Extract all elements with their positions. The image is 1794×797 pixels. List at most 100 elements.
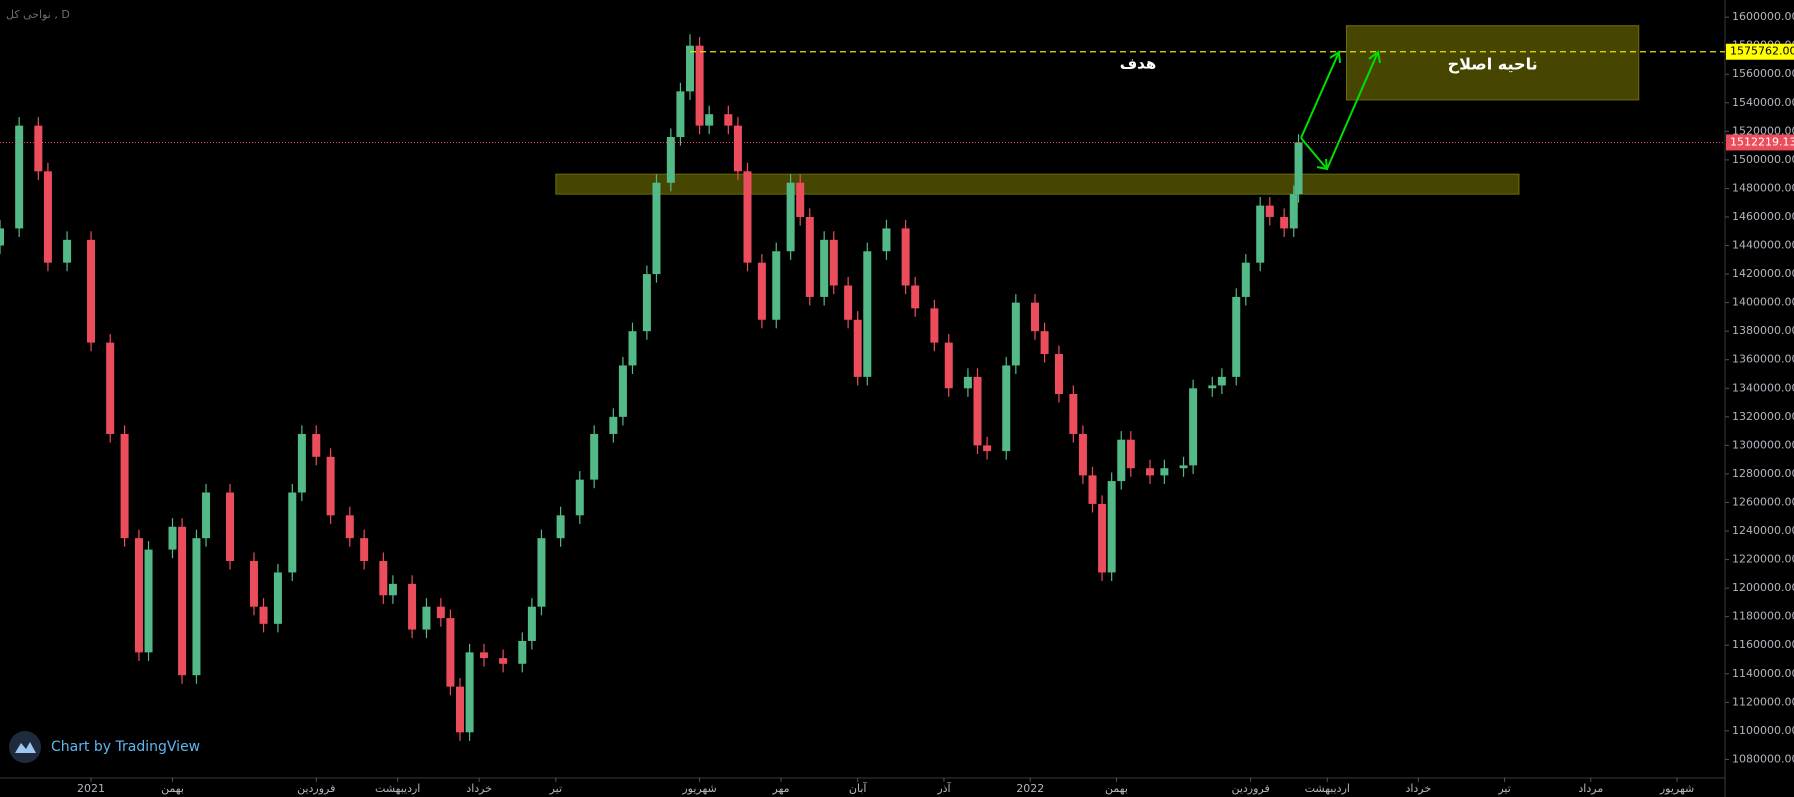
y-tick-label: 1400000.00 <box>1732 296 1794 309</box>
candle-body <box>1289 194 1298 229</box>
candle-body <box>844 285 853 320</box>
candle-body <box>465 652 474 733</box>
x-tick-label: آذر <box>936 781 951 795</box>
candle-body <box>1098 503 1107 573</box>
candle-body <box>15 125 24 229</box>
candle-body <box>1031 302 1039 332</box>
candle-body <box>499 658 508 664</box>
candle-body <box>1265 205 1274 217</box>
target-price-box <box>1726 43 1794 60</box>
candle-body <box>1189 388 1198 466</box>
candle-body <box>168 526 177 550</box>
candle-body <box>436 606 445 619</box>
candle-body <box>628 331 637 366</box>
overlay: 1080000.00 1100000.00 1120000.00 1140000.00… <box>0 10 1794 795</box>
candle-body <box>618 365 627 417</box>
x-tick-label: خرداد <box>1405 782 1431 795</box>
candle-body <box>772 251 781 320</box>
candle-body <box>1069 393 1078 434</box>
zone <box>1345 25 1640 101</box>
candle-body <box>178 526 187 676</box>
candle-body <box>345 515 354 539</box>
candle-body <box>1179 465 1188 469</box>
candle-body <box>134 538 143 653</box>
candle-body <box>1160 468 1169 476</box>
candle-body <box>705 114 714 126</box>
y-tick-label: 1240000.00 <box>1732 524 1794 537</box>
zone-label: ناحیه اصلاح <box>1448 54 1538 73</box>
candle-body <box>686 45 694 92</box>
candle-body <box>1078 433 1087 476</box>
candle-body <box>527 606 536 641</box>
candle-body <box>575 479 584 516</box>
candle-body <box>757 262 766 320</box>
x-tick-label: بهمن <box>161 782 184 795</box>
x-tick-label: تیر <box>1497 782 1510 795</box>
x-tick-label: اردیبهشت <box>375 782 420 795</box>
watermark[interactable]: Chart by TradingView <box>51 739 200 755</box>
target-price-label: 1575762.00 <box>1730 45 1794 58</box>
last-price-box <box>1726 134 1794 151</box>
candle-body <box>973 376 982 446</box>
y-tick-label: 1140000.00 <box>1732 667 1794 680</box>
candle-body <box>724 114 733 126</box>
y-tick-label: 1080000.00 <box>1732 752 1794 765</box>
y-tick-label: 1500000.00 <box>1732 153 1794 166</box>
candle-body <box>652 182 661 275</box>
arrow-up <box>1300 50 1341 139</box>
candle-body <box>144 549 153 653</box>
candle-body <box>326 456 335 516</box>
candle-body <box>1280 216 1289 229</box>
arrow-up <box>1326 50 1381 170</box>
candle-body <box>1054 354 1063 394</box>
y-tick-label: 1200000.00 <box>1732 581 1794 594</box>
candle-body <box>297 433 306 493</box>
candle-body <box>733 125 742 172</box>
y-tick-label: 1420000.00 <box>1732 267 1794 280</box>
y-tick-label: 1360000.00 <box>1732 353 1794 366</box>
candle-body <box>312 433 321 457</box>
candle-body <box>249 561 258 607</box>
x-tick-label: 2021 <box>77 782 105 795</box>
candle-body <box>1256 205 1265 263</box>
candle-body <box>226 492 234 562</box>
candle-body <box>63 239 72 263</box>
candle-body <box>1011 302 1020 366</box>
candle-body <box>786 182 795 252</box>
candle-body <box>882 228 891 252</box>
x-tick-label: خرداد <box>466 782 492 795</box>
candle-body <box>911 285 920 309</box>
y-tick-label: 1160000.00 <box>1732 638 1794 651</box>
candle-body <box>796 182 805 217</box>
symbol-label: نواحی کل , D <box>6 8 70 21</box>
logo-icon <box>15 742 36 753</box>
candle-body <box>1208 385 1217 389</box>
candle-body <box>379 561 388 596</box>
candle-body <box>1146 468 1154 476</box>
last-price-label: 1512219.13 <box>1730 135 1794 148</box>
x-tick-label: 2022 <box>1016 782 1044 795</box>
candle-body <box>202 492 211 539</box>
candle-body <box>1002 365 1011 452</box>
x-tick-label: اردیبهشت <box>1305 782 1350 795</box>
y-tick-label: 1520000.00 <box>1732 124 1794 137</box>
y-tick-label: 1600000.00 <box>1732 10 1794 23</box>
x-tick-label: فروردین <box>1231 782 1269 795</box>
y-tick-label: 1440000.00 <box>1732 239 1794 252</box>
y-tick-label: 1340000.00 <box>1732 381 1794 394</box>
candle-body <box>676 91 685 138</box>
candle-body <box>590 433 599 480</box>
candle-body <box>1294 142 1303 195</box>
candle-body <box>963 376 972 389</box>
x-tick-label: تیر <box>549 782 562 795</box>
candle-body <box>1232 296 1241 377</box>
candle-body <box>537 538 546 607</box>
candle-body <box>288 492 297 573</box>
logo[interactable] <box>9 731 41 763</box>
candle-body <box>106 342 115 434</box>
y-tick-label: 1300000.00 <box>1732 438 1794 451</box>
y-tick-label: 1180000.00 <box>1732 610 1794 623</box>
candle-body <box>820 239 829 297</box>
y-tick-label: 1120000.00 <box>1732 695 1794 708</box>
